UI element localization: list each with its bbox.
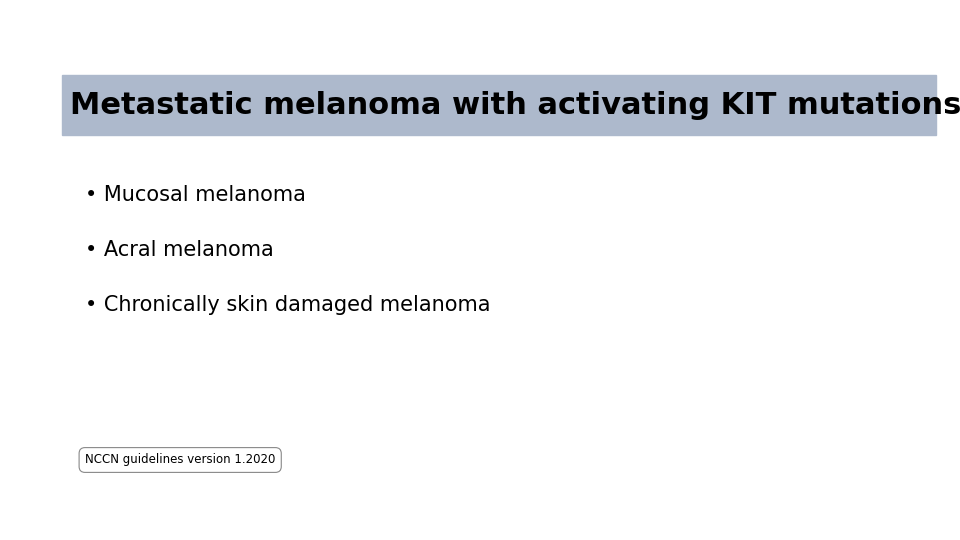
Text: • Acral melanoma: • Acral melanoma — [85, 240, 274, 260]
Text: • Chronically skin damaged melanoma: • Chronically skin damaged melanoma — [85, 295, 491, 315]
Text: Metastatic melanoma with activating KIT mutations: Metastatic melanoma with activating KIT … — [70, 91, 960, 119]
Text: • Mucosal melanoma: • Mucosal melanoma — [85, 185, 306, 205]
Bar — [62, 75, 936, 135]
Text: NCCN guidelines version 1.2020: NCCN guidelines version 1.2020 — [85, 454, 276, 467]
